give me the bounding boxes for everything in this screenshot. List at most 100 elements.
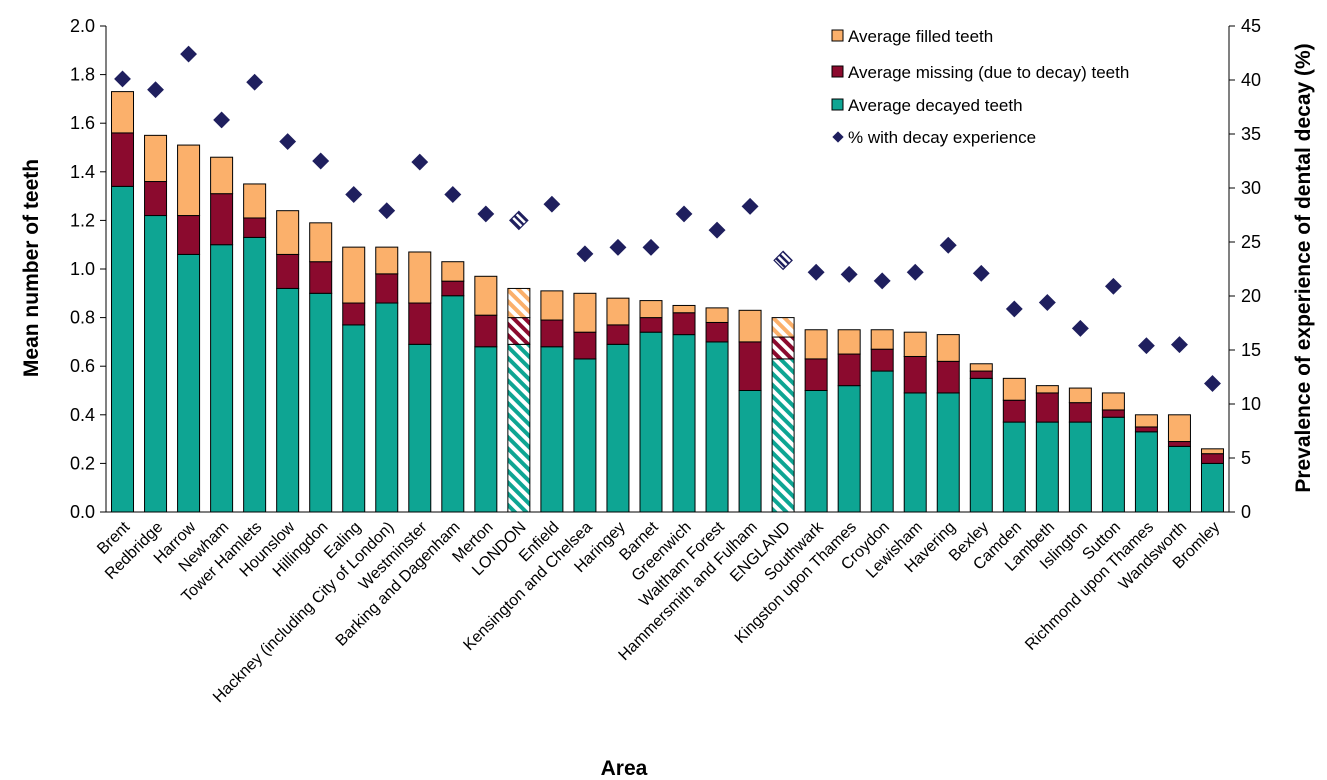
legend: Average filled teeth Average missing (du… [831, 27, 1129, 147]
bar-average-decayed-teeth-islington [1068, 421, 1092, 513]
bar-average-filled-teeth-richmond-upon-thames [1134, 414, 1158, 428]
point-islington [1070, 318, 1090, 338]
bar-average-filled-teeth-greenwich [672, 304, 696, 314]
point-london [509, 210, 529, 231]
bar-average-decayed-teeth-sutton [1101, 416, 1125, 513]
bar-average-filled-teeth-kensington-and-chelsea [573, 292, 597, 333]
y-tick-label: 0.0 [70, 502, 95, 522]
bar-average-decayed-teeth-richmond-upon-thames [1134, 431, 1158, 513]
bar-average-missing-due-to-decay-teeth-richmond-upon-thames [1134, 426, 1158, 433]
bar-average-filled-teeth-southwark [804, 329, 828, 360]
y2-tick-label: 20 [1241, 286, 1261, 306]
point-ealing [344, 184, 364, 205]
scatter-series-group [112, 44, 1223, 394]
bar-average-decayed-teeth-kensington-and-chelsea [573, 358, 597, 513]
bar-average-missing-due-to-decay-teeth-redbridge [144, 181, 168, 217]
bar-average-missing-due-to-decay-teeth-hounslow [276, 253, 300, 289]
bar-average-decayed-teeth-lewisham [903, 392, 927, 513]
bar-average-filled-teeth-camden [1002, 377, 1026, 401]
bar-average-missing-due-to-decay-teeth-london [507, 317, 531, 345]
bar-average-decayed-teeth-england [771, 358, 795, 513]
bar-average-filled-teeth-lewisham [903, 331, 927, 357]
bar-average-missing-due-to-decay-teeth-southwark [804, 358, 828, 392]
point-merton [476, 204, 496, 224]
y-tick-label: 0.2 [70, 453, 95, 473]
bar-average-filled-teeth-hackney-including-city-of-london [375, 246, 399, 275]
y-axis-title: Mean number of teeth [20, 159, 43, 377]
point-southwark [806, 262, 826, 282]
y2-tick-label: 35 [1241, 124, 1261, 144]
bar-average-decayed-teeth-lambeth [1035, 421, 1059, 513]
bar-average-missing-due-to-decay-teeth-croydon [870, 348, 894, 372]
y2-tick-label: 10 [1241, 394, 1261, 414]
bar-average-decayed-teeth-westminster [408, 343, 432, 513]
point-richmond-upon-thames [1136, 336, 1156, 356]
bar-average-filled-teeth-redbridge [144, 134, 168, 183]
bar-average-filled-teeth-ealing [342, 246, 366, 304]
legend-swatch-filled [831, 29, 844, 42]
bar-average-filled-teeth-harrow [177, 144, 201, 217]
bar-average-missing-due-to-decay-teeth-barking-and-dagenham [441, 280, 465, 297]
bar-average-decayed-teeth-wandsworth [1167, 445, 1191, 513]
bar-series-group [111, 91, 1224, 513]
bar-average-decayed-teeth-camden [1002, 421, 1026, 513]
legend-marker-prevalence [832, 131, 844, 143]
y2-tick-label: 30 [1241, 178, 1261, 198]
bar-average-filled-teeth-enfield [540, 290, 564, 321]
point-waltham-forest [707, 220, 727, 240]
bar-average-missing-due-to-decay-teeth-kensington-and-chelsea [573, 331, 597, 360]
bar-average-missing-due-to-decay-teeth-greenwich [672, 312, 696, 336]
point-hammersmith-and-fulham [740, 196, 760, 216]
bar-average-filled-teeth-england [771, 317, 795, 338]
y-tick-label: 0.8 [70, 308, 95, 328]
bar-average-filled-teeth-hillingdon [309, 222, 333, 263]
bar-average-filled-teeth-wandsworth [1167, 414, 1191, 443]
point-barnet [641, 237, 661, 257]
bar-average-missing-due-to-decay-teeth-ealing [342, 302, 366, 326]
bar-average-decayed-teeth-bexley [969, 377, 993, 513]
y-tick-label: 0.6 [70, 356, 95, 376]
bar-average-decayed-teeth-havering [936, 392, 960, 513]
bar-average-missing-due-to-decay-teeth-islington [1068, 402, 1092, 423]
y2-tick-label: 5 [1241, 448, 1251, 468]
y-tick-label: 1.4 [70, 162, 95, 182]
bar-average-filled-teeth-bromley [1200, 448, 1224, 455]
legend-swatch-decayed [831, 98, 844, 111]
bar-average-missing-due-to-decay-teeth-lewisham [903, 355, 927, 394]
bar-average-missing-due-to-decay-teeth-haringey [606, 324, 630, 345]
bar-average-missing-due-to-decay-teeth-hillingdon [309, 261, 333, 294]
point-croydon [872, 271, 892, 291]
bar-average-decayed-teeth-hammersmith-and-fulham [738, 390, 762, 513]
y2-tick-label: 40 [1241, 70, 1261, 90]
bar-average-missing-due-to-decay-teeth-westminster [408, 302, 432, 345]
bar-average-filled-teeth-london [507, 287, 531, 319]
point-harrow [179, 44, 199, 64]
bar-average-decayed-teeth-hackney-including-city-of-london [375, 302, 399, 513]
legend-swatch-missing [831, 65, 844, 78]
bar-average-missing-due-to-decay-teeth-tower-hamlets [243, 217, 267, 238]
point-hillingdon [311, 151, 331, 171]
point-greenwich [674, 204, 694, 224]
bar-average-decayed-teeth-tower-hamlets [243, 236, 267, 513]
right-y-ticks: 0 5 10 15 20 25 30 35 40 45 [1229, 16, 1261, 522]
point-brent [112, 69, 133, 89]
point-redbridge [145, 80, 166, 100]
point-bexley [971, 263, 991, 283]
point-enfield [542, 194, 562, 214]
plot-area: 0.0 0.2 0.4 0.6 0.8 1.0 1.2 1.4 1.6 1.8 2.0 0 5 10 15… [70, 16, 1261, 706]
bar-average-missing-due-to-decay-teeth-bexley [969, 370, 993, 379]
legend-label-filled: Average filled teeth [848, 27, 993, 46]
point-kingston-upon-thames [839, 264, 859, 284]
bar-average-missing-due-to-decay-teeth-harrow [177, 215, 201, 255]
bar-average-decayed-teeth-hounslow [276, 287, 300, 513]
y2-tick-label: 0 [1241, 502, 1251, 522]
point-havering [938, 235, 958, 255]
bar-average-missing-due-to-decay-teeth-waltham-forest [705, 321, 729, 343]
bar-average-missing-due-to-decay-teeth-havering [936, 360, 960, 394]
bar-average-missing-due-to-decay-teeth-bromley [1200, 453, 1224, 464]
bar-average-filled-teeth-hammersmith-and-fulham [738, 309, 762, 343]
point-england [773, 250, 793, 271]
bar-average-filled-teeth-newham [210, 156, 234, 195]
